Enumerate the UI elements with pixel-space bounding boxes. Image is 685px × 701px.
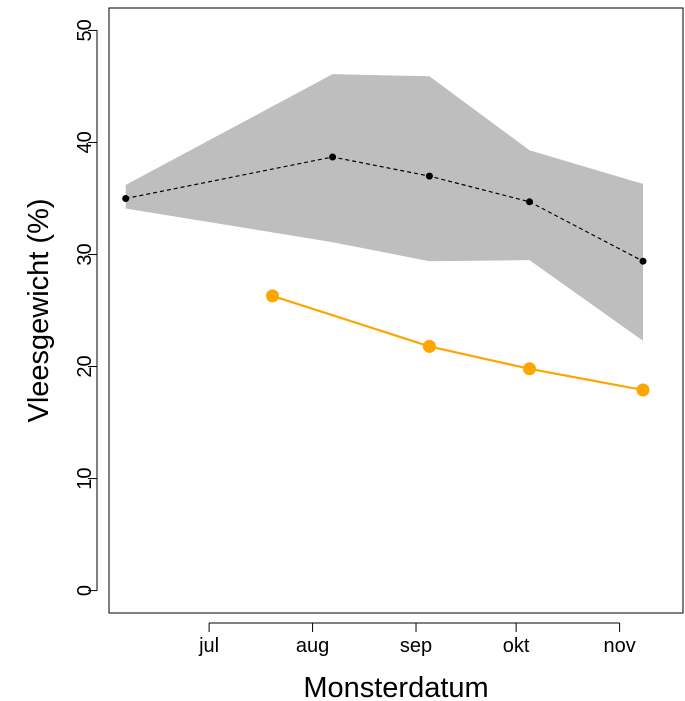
- y-axis-title: Vleesgewicht (%): [23, 198, 55, 422]
- y-tick-label: 40: [74, 131, 96, 153]
- range-band: [125, 74, 643, 341]
- series-1-point: [329, 153, 337, 161]
- series-1-point: [639, 257, 647, 265]
- series-2-point: [636, 383, 650, 397]
- series-2-point: [422, 339, 436, 353]
- x-axis: jul aug sep okt nov: [198, 622, 636, 657]
- y-tick-label: 10: [74, 467, 96, 489]
- x-axis-title: Monsterdatum: [303, 672, 488, 701]
- y-axis: 0 10 20 30 40 50: [74, 19, 98, 596]
- y-tick-label: 20: [74, 355, 96, 377]
- series-2-line: [272, 294, 644, 392]
- series-1-point: [122, 195, 130, 202]
- series-2-point: [523, 362, 536, 376]
- y-tick-label: 0: [74, 585, 96, 596]
- series-2: [266, 289, 650, 397]
- range-band-layer: [125, 74, 643, 341]
- y-tick-label: 30: [74, 243, 96, 265]
- y-tick-label: 50: [74, 19, 96, 41]
- x-tick-label: okt: [503, 635, 530, 657]
- x-tick-label: jul: [198, 635, 219, 657]
- series-1-point: [526, 198, 533, 206]
- series-layer: [122, 153, 650, 397]
- series-1: [122, 153, 647, 265]
- plot-frame: [108, 7, 684, 614]
- x-tick-label: sep: [400, 635, 432, 657]
- x-tick-label: nov: [603, 635, 635, 657]
- series-1-point: [425, 172, 433, 180]
- x-tick-label: aug: [296, 635, 329, 657]
- series-2-point: [266, 289, 279, 303]
